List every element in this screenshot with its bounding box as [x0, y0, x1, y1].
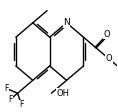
Text: F: F — [4, 84, 8, 93]
Text: N: N — [63, 18, 70, 27]
Text: O: O — [105, 54, 112, 63]
Text: F: F — [8, 95, 12, 104]
Text: OH: OH — [56, 89, 69, 98]
Text: F: F — [19, 100, 24, 109]
Text: O: O — [103, 30, 110, 39]
